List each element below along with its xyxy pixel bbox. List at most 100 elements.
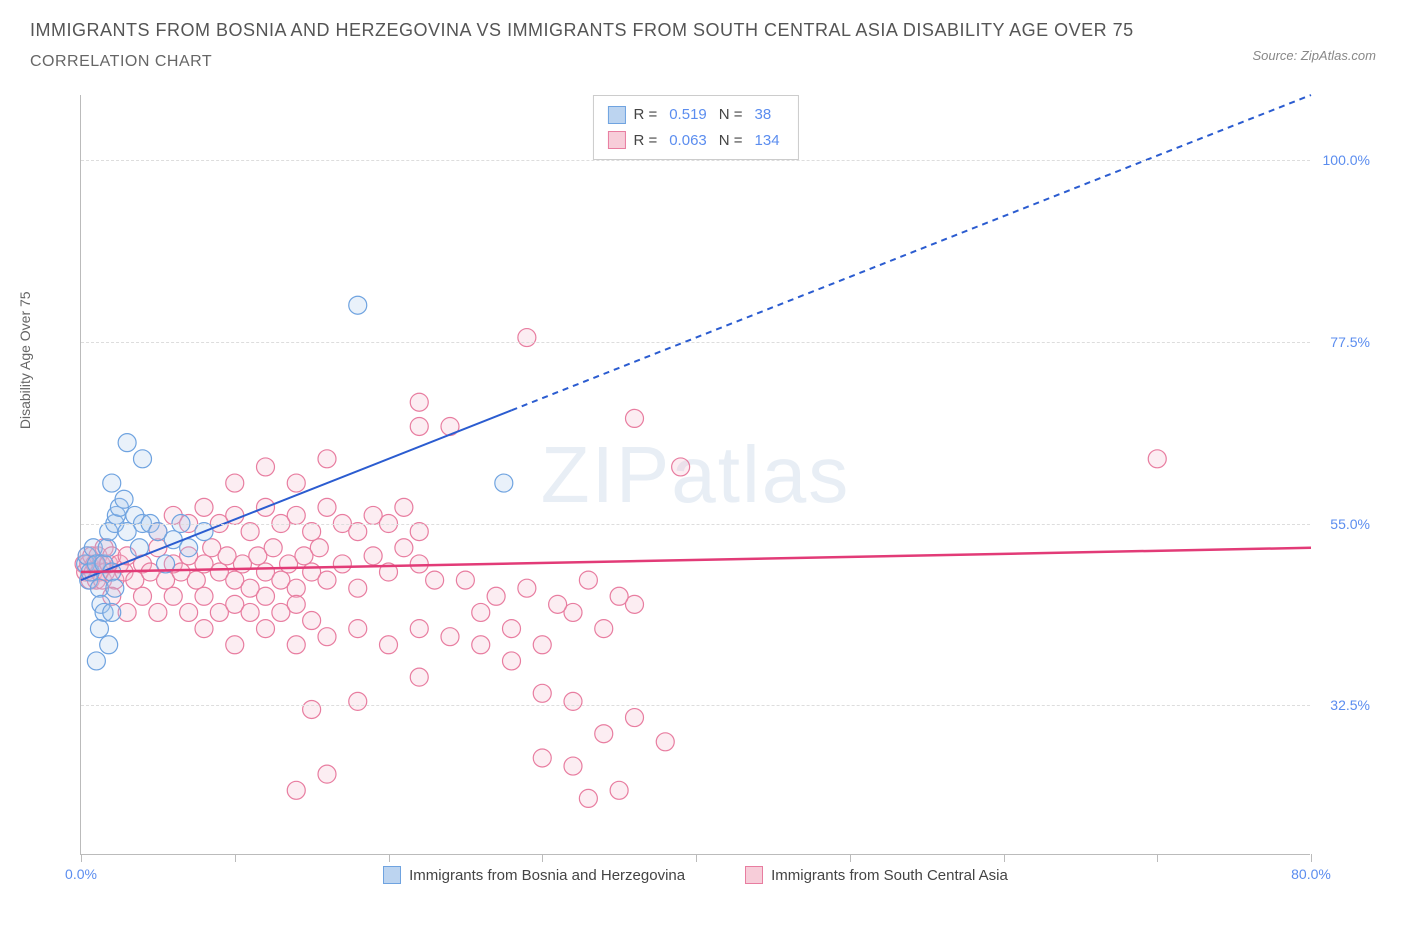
stats-row-bosnia: R = 0.519 N = 38 — [607, 102, 783, 128]
scatter-point-south_central_asia — [303, 612, 321, 630]
scatter-point-south_central_asia — [549, 595, 567, 613]
stats-row-south_central_asia: R =0.063N =134 — [607, 128, 783, 154]
scatter-point-south_central_asia — [164, 587, 182, 605]
scatter-point-south_central_asia — [318, 571, 336, 589]
scatter-point-south_central_asia — [241, 603, 259, 621]
scatter-point-south_central_asia — [503, 652, 521, 670]
scatter-point-south_central_asia — [264, 539, 282, 557]
scatter-point-south_central_asia — [579, 571, 597, 589]
scatter-point-bosnia — [106, 579, 124, 597]
x-tick — [1311, 854, 1312, 862]
scatter-point-bosnia — [495, 474, 513, 492]
scatter-point-south_central_asia — [257, 587, 275, 605]
scatter-point-south_central_asia — [226, 636, 244, 654]
scatter-point-south_central_asia — [241, 523, 259, 541]
scatter-point-south_central_asia — [656, 733, 674, 751]
stats-r-value: 0.063 — [665, 128, 711, 154]
swatch-bosnia-icon — [607, 106, 625, 124]
scatter-point-south_central_asia — [318, 498, 336, 516]
scatter-point-south_central_asia — [287, 579, 305, 597]
stats-n-label: N = — [719, 128, 743, 154]
scatter-point-south_central_asia — [257, 620, 275, 638]
scatter-point-bosnia — [103, 474, 121, 492]
scatter-point-south_central_asia — [410, 620, 428, 638]
scatter-point-south_central_asia — [533, 636, 551, 654]
plot-area: ZIPatlas R =0.519N =38R =0.063N =134 Imm… — [80, 95, 1310, 855]
scatter-point-south_central_asia — [395, 498, 413, 516]
scatter-point-south_central_asia — [410, 393, 428, 411]
legend-swatch-south_central_asia-icon — [745, 866, 763, 884]
scatter-point-south_central_asia — [195, 498, 213, 516]
legend-label: Immigrants from South Central Asia — [771, 867, 1008, 884]
swatch-south_central_asia-icon — [607, 131, 625, 149]
scatter-point-south_central_asia — [533, 684, 551, 702]
scatter-point-south_central_asia — [349, 692, 367, 710]
scatter-point-south_central_asia — [287, 474, 305, 492]
scatter-point-bosnia — [87, 652, 105, 670]
scatter-point-bosnia — [115, 490, 133, 508]
scatter-point-south_central_asia — [410, 417, 428, 435]
scatter-point-south_central_asia — [349, 579, 367, 597]
scatter-point-south_central_asia — [472, 603, 490, 621]
x-tick — [696, 854, 697, 862]
scatter-point-south_central_asia — [380, 636, 398, 654]
scatter-point-south_central_asia — [364, 547, 382, 565]
x-tick — [850, 854, 851, 862]
scatter-point-south_central_asia — [595, 725, 613, 743]
scatter-point-south_central_asia — [1148, 450, 1166, 468]
source-attribution: Source: ZipAtlas.com — [1252, 48, 1376, 63]
scatter-point-bosnia — [180, 539, 198, 557]
gridline-h — [81, 705, 1310, 706]
scatter-point-south_central_asia — [610, 781, 628, 799]
scatter-point-bosnia — [103, 603, 121, 621]
stats-r-value: 0.519 — [665, 102, 711, 128]
x-tick-label: 80.0% — [1291, 866, 1331, 882]
x-tick-label: 0.0% — [65, 866, 97, 882]
scatter-point-south_central_asia — [518, 579, 536, 597]
scatter-point-south_central_asia — [310, 539, 328, 557]
y-tick-label: 32.5% — [1330, 697, 1370, 713]
scatter-svg — [81, 95, 1310, 854]
scatter-point-south_central_asia — [487, 587, 505, 605]
scatter-point-bosnia — [90, 620, 108, 638]
x-tick — [1004, 854, 1005, 862]
stats-n-value: 134 — [751, 128, 784, 154]
gridline-h — [81, 524, 1310, 525]
scatter-point-south_central_asia — [180, 603, 198, 621]
x-tick — [389, 854, 390, 862]
chart-container: Disability Age Over 75 ZIPatlas R =0.519… — [30, 95, 1376, 885]
scatter-point-south_central_asia — [333, 555, 351, 573]
scatter-point-south_central_asia — [195, 587, 213, 605]
scatter-point-south_central_asia — [595, 620, 613, 638]
chart-subtitle: CORRELATION CHART — [30, 53, 1376, 71]
scatter-point-bosnia — [118, 434, 136, 452]
scatter-point-south_central_asia — [287, 781, 305, 799]
scatter-point-south_central_asia — [441, 628, 459, 646]
scatter-point-south_central_asia — [303, 523, 321, 541]
stats-n-value: 38 — [751, 102, 776, 128]
scatter-point-south_central_asia — [395, 539, 413, 557]
scatter-point-south_central_asia — [503, 620, 521, 638]
legend-label: Immigrants from Bosnia and Herzegovina — [409, 867, 685, 884]
y-tick-label: 77.5% — [1330, 334, 1370, 350]
scatter-point-south_central_asia — [303, 700, 321, 718]
scatter-point-south_central_asia — [318, 450, 336, 468]
scatter-point-south_central_asia — [564, 757, 582, 775]
scatter-point-south_central_asia — [257, 458, 275, 476]
scatter-point-south_central_asia — [518, 329, 536, 347]
scatter-point-bosnia — [100, 636, 118, 654]
scatter-point-south_central_asia — [533, 749, 551, 767]
stats-n-label: N = — [719, 102, 743, 128]
series-legend: Immigrants from Bosnia and Herzegovina Im… — [81, 866, 1310, 884]
scatter-point-south_central_asia — [410, 668, 428, 686]
scatter-point-bosnia — [349, 296, 367, 314]
y-axis-label: Disability Age Over 75 — [17, 291, 33, 429]
x-tick — [81, 854, 82, 862]
scatter-point-bosnia — [134, 450, 152, 468]
scatter-point-south_central_asia — [579, 789, 597, 807]
stats-r-label: R = — [633, 102, 657, 128]
scatter-point-south_central_asia — [226, 474, 244, 492]
scatter-point-south_central_asia — [287, 506, 305, 524]
scatter-point-south_central_asia — [195, 620, 213, 638]
scatter-point-south_central_asia — [472, 636, 490, 654]
